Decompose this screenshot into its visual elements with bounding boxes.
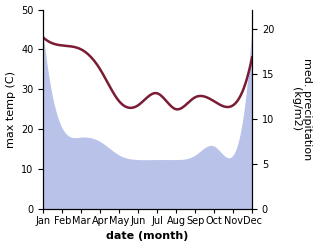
Y-axis label: med. precipitation
(kg/m2): med. precipitation (kg/m2) bbox=[291, 58, 313, 160]
Y-axis label: max temp (C): max temp (C) bbox=[5, 71, 16, 148]
X-axis label: date (month): date (month) bbox=[107, 231, 189, 242]
